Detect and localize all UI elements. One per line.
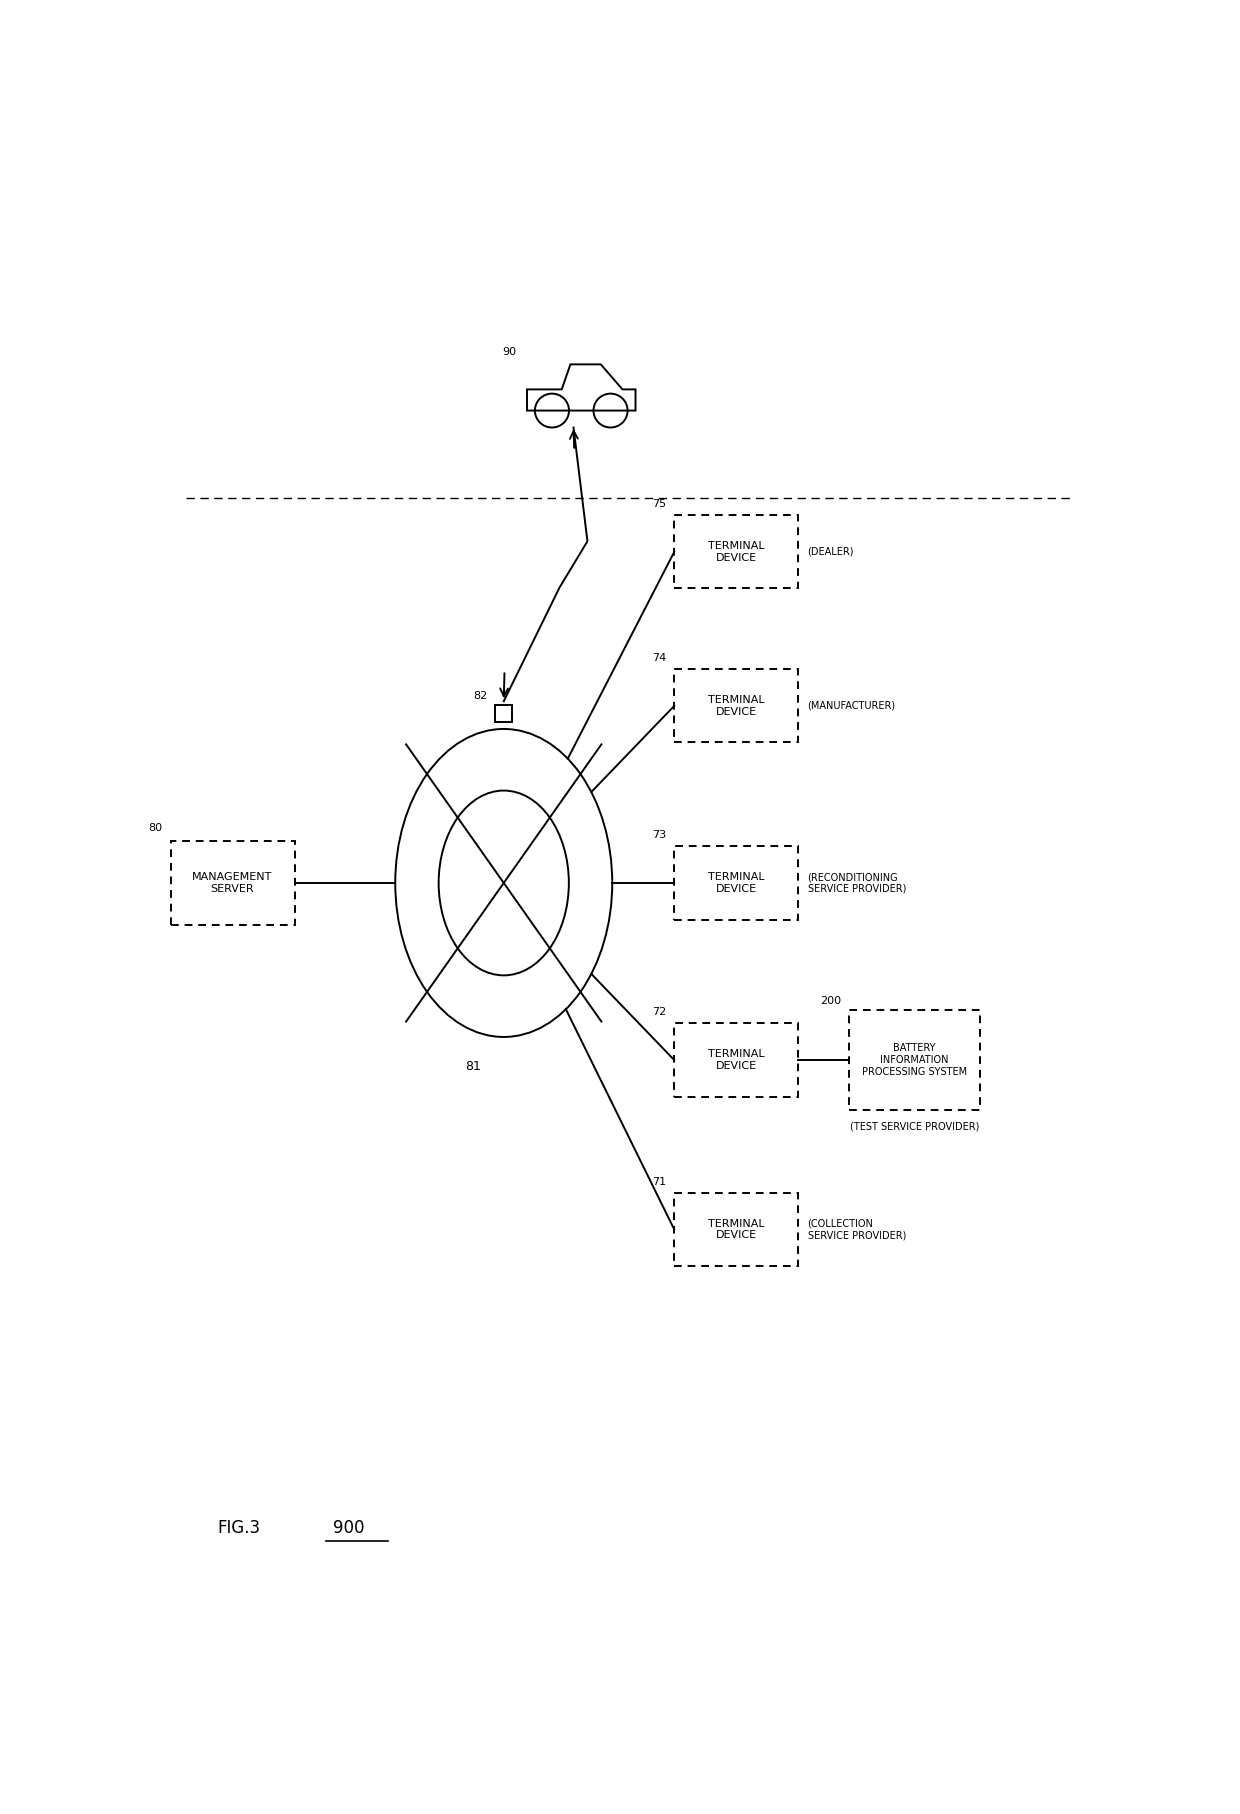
Text: (DEALER): (DEALER) <box>807 546 854 557</box>
Text: TERMINAL
DEVICE: TERMINAL DEVICE <box>708 1048 765 1070</box>
Text: MANAGEMENT
SERVER: MANAGEMENT SERVER <box>192 873 273 894</box>
Text: (RECONDITIONING
SERVICE PROVIDER): (RECONDITIONING SERVICE PROVIDER) <box>807 873 906 894</box>
Text: 73: 73 <box>652 831 667 840</box>
Text: 81: 81 <box>465 1059 481 1074</box>
Text: TERMINAL
DEVICE: TERMINAL DEVICE <box>708 873 765 894</box>
Text: 71: 71 <box>652 1177 667 1186</box>
Text: TERMINAL
DEVICE: TERMINAL DEVICE <box>708 541 765 562</box>
Text: (TEST SERVICE PROVIDER): (TEST SERVICE PROVIDER) <box>849 1121 980 1132</box>
Text: (COLLECTION
SERVICE PROVIDER): (COLLECTION SERVICE PROVIDER) <box>807 1219 906 1241</box>
Text: TERMINAL
DEVICE: TERMINAL DEVICE <box>708 1219 765 1241</box>
Text: 75: 75 <box>652 499 667 510</box>
Text: FIG.3: FIG.3 <box>217 1520 260 1538</box>
Text: 200: 200 <box>820 996 841 1007</box>
Text: BATTERY
INFORMATION
PROCESSING SYSTEM: BATTERY INFORMATION PROCESSING SYSTEM <box>862 1043 967 1078</box>
Text: 80: 80 <box>149 824 162 833</box>
Text: TERMINAL
DEVICE: TERMINAL DEVICE <box>708 695 765 717</box>
FancyBboxPatch shape <box>495 706 512 722</box>
Text: 74: 74 <box>652 653 667 664</box>
Text: 900: 900 <box>334 1520 365 1538</box>
Text: (MANUFACTURER): (MANUFACTURER) <box>807 700 895 711</box>
Text: 90: 90 <box>502 346 516 357</box>
Text: 82: 82 <box>474 691 487 702</box>
Text: 72: 72 <box>652 1007 667 1018</box>
